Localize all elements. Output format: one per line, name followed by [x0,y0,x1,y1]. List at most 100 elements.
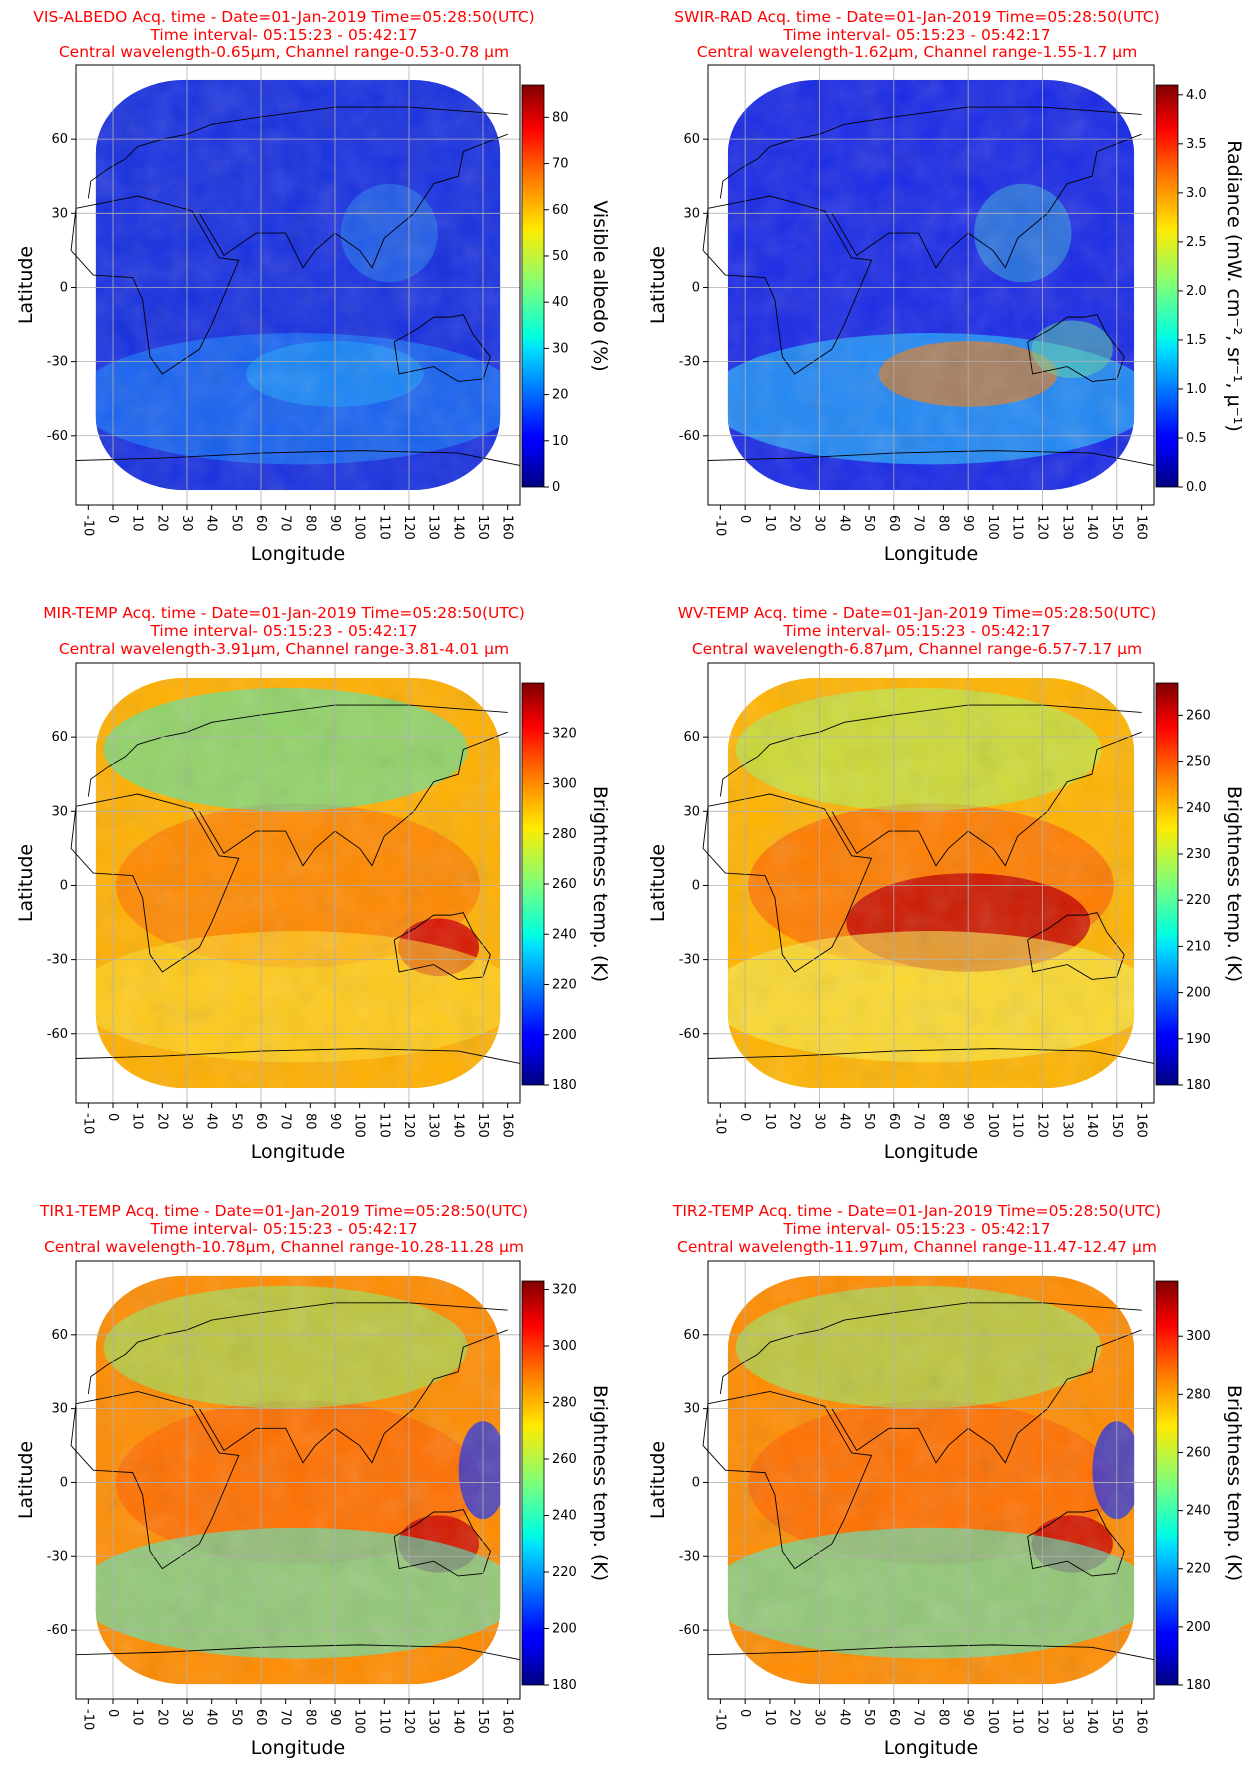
x-tick-label: 10 [130,515,145,532]
x-tick-label: 140 [450,1113,465,1138]
gridlines [76,65,520,505]
x-tick-label: 40 [836,1113,851,1130]
x-axis-label: Longitude [884,1141,979,1163]
disk-image [95,677,501,1089]
x-tick-label: 70 [278,1709,293,1726]
disk-image [95,79,501,491]
x-axis-label: Longitude [251,1141,346,1163]
x-tick-label: 100 [985,515,1000,540]
panel-title-line: MIR-TEMP Acq. time - Date=01-Jan-2019 Ti… [43,604,525,622]
panel-title-line: Time interval- 05:15:23 - 05:42:17 [149,26,417,44]
panel-title-line: Time interval- 05:15:23 - 05:42:17 [782,26,1050,44]
panel-title-line: VIS-ALBEDO Acq. time - Date=01-Jan-2019 … [33,8,534,26]
x-tick-label: 160 [500,1709,515,1734]
x-tick-label: 80 [935,515,950,532]
coastlines [70,1302,521,1661]
gridlines [708,663,1154,1103]
coastlines [702,1302,1155,1661]
colorbar-tick-label: 2.0 [1186,284,1207,299]
colorbar-tick-label: 260 [552,1452,577,1467]
colorbar-tick-label: 220 [1186,893,1211,908]
x-tick-label: 90 [327,1113,342,1130]
x-tick-label: 110 [376,1113,391,1138]
x-tick-label: 90 [960,1113,975,1130]
panel-title-line: Time interval- 05:15:23 - 05:42:17 [782,1220,1050,1238]
colorbar-tick-label: 280 [552,1395,577,1410]
x-tick-label: 40 [204,1709,219,1726]
x-tick-label: 80 [302,515,317,532]
axes-frame [707,662,1155,1104]
colorbar-tick-label: 3.0 [1186,186,1207,201]
x-tick-label: 100 [352,1113,367,1138]
x-tick-label: 20 [154,1113,169,1130]
y-tick-label: 30 [51,804,68,819]
x-tick-label: 130 [426,1113,441,1138]
colorbar-tick-label: 320 [552,726,577,741]
panel-title-line: Central wavelength-10.78µm, Channel rang… [44,1238,524,1256]
x-tick-label: 30 [812,515,827,532]
x-axis-label: Longitude [884,1737,979,1759]
x-tick-label: 80 [935,1113,950,1130]
colorbar-tick-label: 200 [1186,986,1211,1001]
colorbar-tick-label: 180 [552,1678,577,1693]
x-tick-label: 130 [1059,1113,1074,1138]
x-tick-label: 50 [861,1709,876,1726]
x-tick-label: 160 [1134,1113,1149,1138]
x-tick-label: 160 [1134,1709,1149,1734]
panel-title-line: TIR2-TEMP Acq. time - Date=01-Jan-2019 T… [672,1202,1161,1220]
disk-image [727,677,1135,1089]
x-tick-label: 90 [960,1709,975,1726]
x-tick-label: 50 [228,1113,243,1130]
x-tick-label: 120 [1035,515,1050,540]
panel-title-line: SWIR-RAD Acq. time - Date=01-Jan-2019 Ti… [674,8,1160,26]
axes-frame [707,64,1155,506]
x-tick-label: 60 [886,1709,901,1726]
y-tick-label: 0 [60,1475,68,1490]
y-tick-label: -60 [679,1027,700,1042]
x-tick-label: 70 [278,515,293,532]
colorbar-tick-label: 40 [552,295,569,310]
x-tick-label: 40 [836,1709,851,1726]
x-tick-label: 130 [1059,1709,1074,1734]
x-tick-label: 70 [278,1113,293,1130]
colorbar [521,682,545,1086]
x-tick-label: 20 [787,1113,802,1130]
gridlines [76,663,520,1103]
y-tick-label: 60 [683,132,700,147]
x-tick-label: 110 [1010,1709,1025,1734]
x-tick-label: 20 [154,515,169,532]
y-axis-label: Latitude [15,246,37,324]
y-tick-label: 30 [683,206,700,221]
x-tick-label: 10 [130,1113,145,1130]
map-panel-1: VIS-ALBEDO Acq. time - Date=01-Jan-2019 … [15,8,611,565]
x-tick-label: 50 [861,1113,876,1130]
colorbar-label: Brightness temp. (K) [1223,1385,1243,1581]
x-tick-label: 30 [179,1709,194,1726]
colorbar-tick-label: 230 [1186,847,1211,862]
panel-title-line: Central wavelength-11.97µm, Channel rang… [677,1238,1157,1256]
x-tick-label: 60 [886,515,901,532]
axes-frame [75,1260,521,1700]
map-panel-6: TIR2-TEMP Acq. time - Date=01-Jan-2019 T… [647,1202,1243,1759]
x-tick-label: 60 [253,515,268,532]
x-tick-label: 100 [352,515,367,540]
y-axis-label: Latitude [647,1441,669,1519]
y-axis-label: Latitude [15,844,37,922]
y-tick-label: 0 [692,1475,700,1490]
x-tick-label: 10 [762,1709,777,1726]
y-tick-label: 30 [683,1402,700,1417]
colorbar-tick-label: 2.5 [1186,235,1207,250]
gridlines [708,65,1154,505]
x-tick-label: 130 [1059,515,1074,540]
colorbar-tick-label: 200 [552,1028,577,1043]
x-tick-label: 110 [1010,1113,1025,1138]
colorbar-tick-label: 320 [552,1282,577,1297]
x-tick-label: 0 [105,1709,120,1717]
y-tick-label: -60 [47,1623,68,1638]
x-tick-label: -10 [80,1113,95,1134]
panel-title-line: Central wavelength-1.62µm, Channel range… [697,43,1137,61]
colorbar-tick-label: 260 [1186,1445,1211,1460]
x-tick-label: -10 [712,515,727,536]
y-tick-label: -60 [47,429,68,444]
x-tick-label: 120 [1035,1709,1050,1734]
